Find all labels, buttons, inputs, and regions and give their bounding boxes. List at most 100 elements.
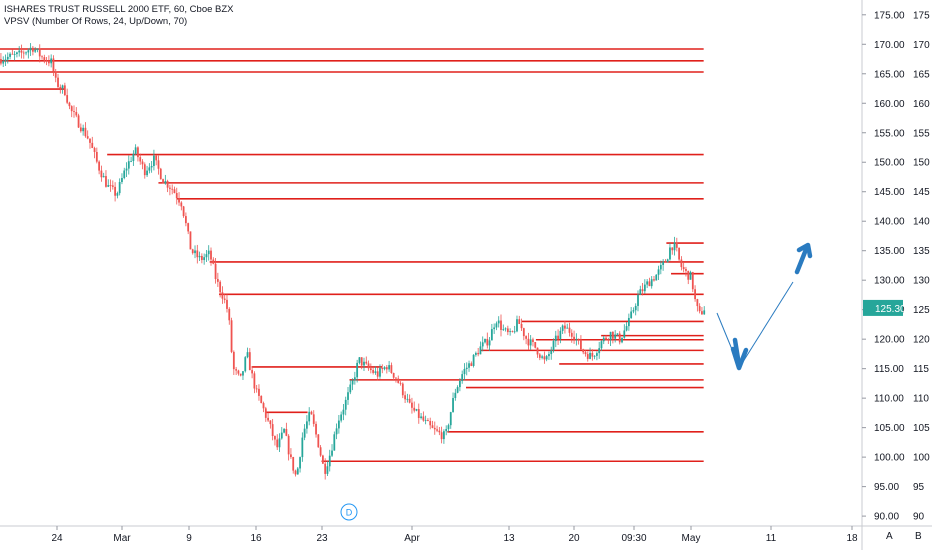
price-tick-label-secondary: 140: [913, 217, 930, 228]
candle: [285, 422, 288, 437]
time-axis[interactable]: 24 Mar 9 16 23 Apr 13 20 09:30 May 11 18 D: [51, 503, 858, 544]
candle: [127, 155, 130, 175]
candle: [232, 350, 235, 375]
time-tick-label: 24: [51, 533, 63, 544]
price-tick-label-secondary: 175: [913, 10, 930, 21]
time-tick-label: 9: [186, 533, 192, 544]
candle: [134, 144, 137, 156]
candle: [321, 454, 324, 465]
price-tick-label-secondary: 170: [913, 40, 930, 51]
candle: [582, 348, 585, 355]
candle: [214, 258, 217, 284]
candle: [593, 355, 596, 360]
candle: [675, 237, 678, 252]
forecast-arrows[interactable]: [716, 242, 813, 371]
candle: [411, 397, 413, 414]
candle: [504, 327, 507, 332]
candle: [511, 330, 514, 333]
candle: [356, 359, 359, 383]
candle: [301, 432, 304, 462]
candle: [52, 55, 55, 76]
candle: [513, 325, 516, 334]
candle: [591, 349, 594, 361]
candle: [2, 56, 5, 67]
candle: [283, 427, 285, 434]
candle: [6, 52, 9, 64]
candle: [121, 173, 123, 185]
candle: [623, 324, 626, 339]
candle: [150, 160, 153, 173]
dividend-marker[interactable]: D: [340, 503, 358, 521]
indicator-legend[interactable]: VPSV (Number Of Rows, 24, Up/Down, 70): [4, 16, 188, 27]
candle: [566, 323, 569, 329]
candle: [73, 105, 75, 118]
candle: [625, 322, 628, 332]
candle: [602, 335, 605, 345]
candle: [609, 331, 612, 347]
candle: [422, 411, 425, 422]
candle: [369, 363, 372, 374]
candle: [198, 251, 201, 261]
candle: [463, 363, 466, 381]
candle: [429, 417, 432, 430]
candle: [372, 366, 375, 375]
candle: [100, 165, 103, 182]
candle: [395, 377, 397, 383]
volume-levels: [0, 48, 704, 463]
candle: [143, 162, 146, 179]
candle: [595, 351, 598, 361]
candle: [413, 401, 416, 413]
candle: [187, 222, 190, 235]
down-arrow-icon[interactable]: [730, 346, 749, 371]
candle: [381, 364, 384, 374]
candle: [79, 123, 82, 133]
candle: [98, 160, 101, 175]
candle: [255, 384, 258, 393]
auto-scale-button[interactable]: A: [886, 531, 893, 542]
candle: [454, 388, 457, 401]
candle: [173, 186, 176, 194]
price-tick-label-secondary: 125: [913, 305, 930, 316]
candle: [200, 253, 203, 264]
candle: [43, 54, 46, 64]
log-scale-button[interactable]: B: [915, 531, 922, 542]
candle: [16, 51, 18, 58]
candle: [687, 270, 690, 285]
candle: [431, 420, 434, 429]
candle: [532, 337, 534, 347]
candle: [408, 394, 411, 404]
candle: [605, 335, 607, 341]
candle: [75, 107, 78, 118]
candle: [436, 425, 438, 433]
candle: [538, 353, 541, 361]
candle: [598, 341, 601, 359]
candle: [447, 423, 450, 432]
time-tick-label: May: [682, 533, 701, 544]
candle: [564, 320, 566, 334]
candle: [573, 330, 575, 344]
candle: [701, 307, 703, 315]
candle: [664, 259, 667, 263]
candle: [299, 456, 301, 473]
candle: [424, 415, 427, 425]
candle: [445, 425, 448, 436]
candle: [420, 412, 422, 420]
candle: [246, 347, 249, 359]
candle: [11, 49, 14, 55]
candle: [589, 347, 591, 360]
candle: [399, 381, 402, 386]
candle: [221, 286, 224, 304]
candle: [212, 257, 215, 265]
candle: [486, 332, 489, 349]
price-axis[interactable]: 175.00 175 170.00 170 165.00 165 160.00 160 155.…: [862, 10, 930, 523]
candle: [575, 333, 578, 346]
candle: [13, 51, 16, 61]
candle: [383, 366, 386, 371]
candle: [86, 130, 89, 140]
price-tick-label-secondary: 165: [913, 69, 930, 80]
candle: [47, 55, 50, 67]
candle: [657, 265, 660, 281]
candle: [219, 280, 222, 298]
candle: [335, 423, 338, 440]
